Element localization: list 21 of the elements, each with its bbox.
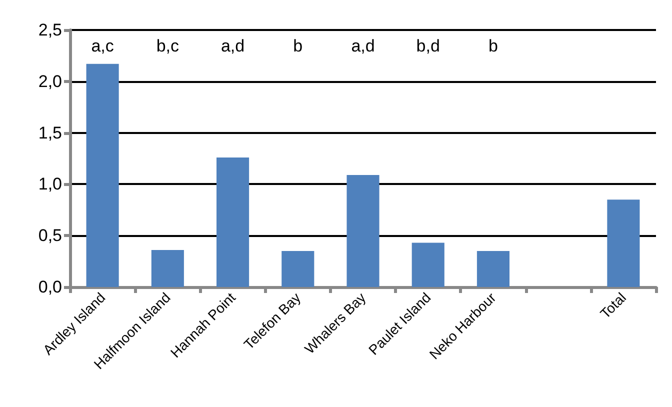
y-tick-label: 0,5 (38, 226, 62, 246)
bar (607, 200, 640, 287)
y-tick-label: 2,0 (38, 72, 62, 91)
y-tick-label: 0,0 (38, 278, 62, 296)
bar (346, 174, 380, 287)
bar (476, 251, 510, 287)
y-tick-label: 2,5 (38, 20, 62, 40)
annotation: a,d (351, 36, 375, 56)
bar (412, 242, 444, 287)
annotation: b (488, 36, 498, 56)
annotation: b,d (416, 36, 440, 56)
bar (86, 64, 119, 287)
bar (151, 250, 184, 287)
annotation: a,c (91, 36, 114, 56)
y-tick-label: 1,5 (38, 123, 62, 142)
annotation: b (293, 36, 303, 56)
annotation: b,c (156, 36, 180, 56)
bar (282, 251, 314, 287)
y-tick-label: 1,0 (38, 174, 62, 194)
annotation: a,d (220, 36, 245, 56)
bar (216, 157, 250, 287)
